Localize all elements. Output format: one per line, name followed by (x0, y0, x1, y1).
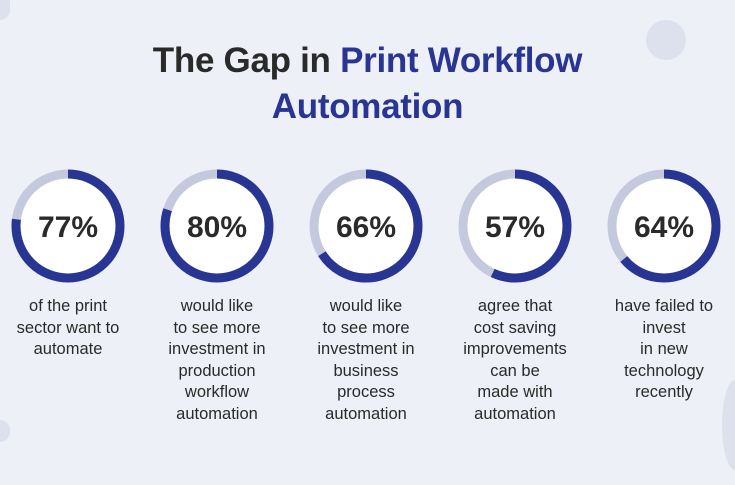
stat-item: 57% agree that cost saving improvements … (442, 168, 588, 425)
stat-description: would like to see more investment in pro… (168, 297, 266, 423)
decorative-circle (0, 420, 10, 442)
stat-item: 66% would like to see more investment in… (293, 168, 439, 425)
stat-percent: 77% (38, 211, 98, 244)
stat-item: 64% have failed to invest in new technol… (591, 168, 735, 404)
stat-item: 80% would like to see more investment in… (144, 168, 290, 425)
stat-item: 77% of the print sector want to automate (0, 168, 141, 361)
ring-fill (160, 169, 274, 283)
title-highlight: Automation (271, 87, 464, 126)
stat-percent: 64% (634, 211, 694, 244)
progress-ring: 64% (607, 169, 721, 283)
title-text: The Gap in (152, 41, 341, 80)
ring-fill (607, 169, 721, 283)
stat-description: would like to see more investment in bus… (317, 297, 415, 423)
ring-fill (309, 169, 423, 283)
progress-ring: 57% (458, 169, 572, 283)
decorative-circle (722, 380, 735, 470)
stat-percent: 80% (187, 211, 247, 244)
stat-description: agree that cost saving improvements can … (463, 297, 567, 423)
progress-ring: 80% (160, 169, 274, 283)
stat-percent: 57% (485, 211, 545, 244)
ring-fill (458, 169, 572, 283)
decorative-circle (0, 0, 10, 20)
stat-percent: 66% (336, 211, 396, 244)
progress-ring: 77% (11, 169, 125, 283)
decorative-circle (646, 20, 686, 60)
progress-ring: 66% (309, 169, 423, 283)
stat-description: of the print sector want to automate (16, 297, 120, 358)
page-title: The Gap in Print Workflow Automation (0, 38, 735, 130)
ring-fill (11, 169, 125, 283)
stat-description: have failed to invest in new technology … (614, 297, 714, 401)
title-highlight: Print Workflow (340, 41, 583, 80)
